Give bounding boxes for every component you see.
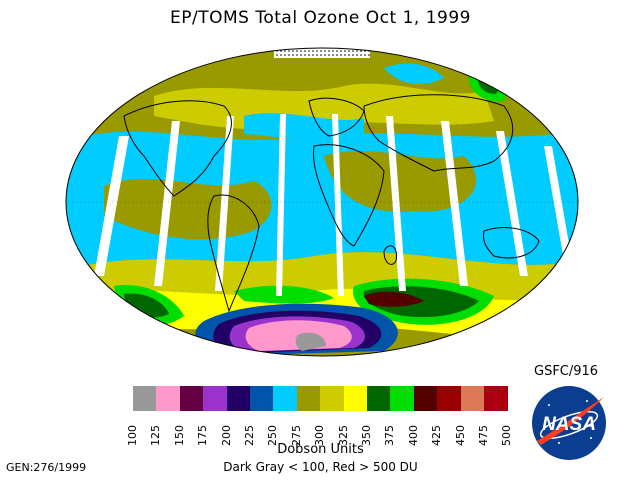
scale-swatch <box>343 386 368 411</box>
gen-code-label: GEN:276/1999 <box>6 461 87 474</box>
scale-swatch <box>273 386 298 411</box>
scale-swatch <box>460 386 485 411</box>
scale-swatch <box>156 386 181 411</box>
gsfc-id-label: GSFC/916 <box>534 364 599 379</box>
scale-swatch <box>226 386 251 411</box>
ozone-world-map <box>64 46 580 358</box>
scale-swatch <box>413 386 438 411</box>
color-scale-bar <box>133 386 508 411</box>
scale-swatch <box>296 386 321 411</box>
scale-swatch <box>484 386 508 411</box>
nasa-logo-icon: NASA <box>529 383 609 463</box>
scale-swatch <box>437 386 462 411</box>
scale-swatch <box>203 386 228 411</box>
scale-swatch <box>367 386 391 411</box>
globe-map-icon <box>65 47 579 357</box>
scale-swatch <box>179 386 204 411</box>
scale-swatch <box>250 386 274 411</box>
nasa-logo-text: NASA <box>542 414 596 435</box>
map-title: EP/TOMS Total Ozone Oct 1, 1999 <box>170 8 471 28</box>
range-note: Dark Gray < 100, Red > 500 DU <box>223 460 418 474</box>
scale-swatch <box>320 386 345 411</box>
units-label: Dobson Units <box>277 442 364 457</box>
scale-swatch <box>390 386 415 411</box>
scale-swatch <box>133 386 157 411</box>
